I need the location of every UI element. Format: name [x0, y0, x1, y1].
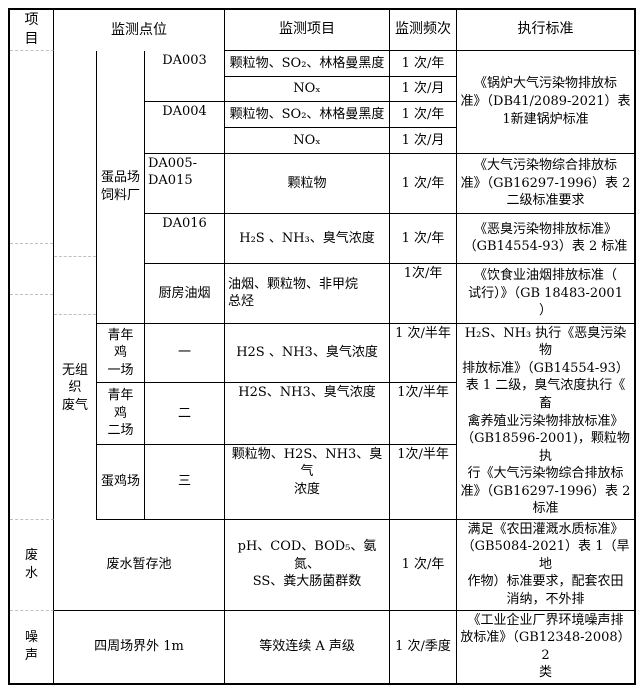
cell-fugitive-gas: 无组 织 废气 [54, 323, 97, 520]
cell-freq-kitchen: 1次/年 [390, 263, 458, 324]
cell-standard-air-comprehensive: 《大气污染物综合排放标 准》（GB16297-1996）表 2 二级标准要求 [457, 154, 635, 214]
col-header-items: 监测项目 [225, 10, 391, 51]
cell-items-wastewater: pH、COD、BOD₅、氨氮、 SS、粪大肠菌群数 [225, 519, 391, 611]
cell-standard-kitchen-fume: 《饮食业油烟排放标准（ 试行）》（GB 18483-2001 ） [457, 264, 635, 324]
col-header-standard: 执行标准 [457, 10, 635, 51]
cell-site-young-farm2: 青年 鸡 二场 [97, 383, 145, 445]
cell-items-da003: 颗粒物、SO₂、林格曼黑度 [225, 50, 391, 77]
cell-freq-da005-da015: 1 次/年 [390, 153, 458, 214]
cell-items-da003-nox: NOₓ [225, 76, 391, 102]
col-header-frequency: 监测频次 [390, 10, 458, 51]
gridline-dashed [10, 242, 53, 244]
col-header-location-label: 监测点位 [111, 21, 167, 38]
cell-point-layer-farm: 三 [145, 444, 226, 520]
cell-point-wastewater-pool: 废水暂存池 [54, 519, 226, 611]
cell-freq-young-farm2: 1次/半年 [390, 383, 458, 445]
cell-freq-da004-nox: 1 次/月 [390, 127, 458, 154]
cell-items-young-farm1: H2S 、NH3、臭气浓度 [225, 323, 391, 384]
cell-site-young-farm1: 青年 鸡 一场 [97, 323, 145, 384]
cell-freq-noise: 1 次/季度 [390, 610, 458, 683]
cell-items-layer-farm: 颗粒物、H2S、NH3、臭气 浓度 [225, 444, 391, 520]
cell-items-kitchen: 油烟、颗粒物、非甲烷 总烃 [225, 263, 391, 324]
cell-items-da016: H₂S 、NH₃、臭气浓度 [225, 213, 391, 264]
cell-standard-noise: 《工业企业厂界环境噪声排 放标准》（GB12348-2008）2 类 [460, 612, 631, 681]
cell-items-da004-nox: NOₓ [225, 127, 391, 154]
monitoring-table: 项 目 监测点位 监测项目 监测频次 执行标准 蛋品场 饲料厂 DA003 颗粒… [8, 8, 637, 685]
cell-point-young-farm1: 一 [145, 323, 226, 384]
cell-point-da016: DA016 [145, 213, 226, 264]
cell-freq-da003: 1 次/年 [390, 50, 458, 77]
cell-freq-wastewater: 1 次/年 [390, 519, 458, 611]
cell-freq-da004: 1 次/年 [390, 101, 458, 128]
cell-point-kitchen: 厨房油烟 [145, 263, 226, 324]
cell-standard-poultry: H₂S、NH₃ 执行《恶臭污染物 排放标准》（GB14554-93） 表 1 二… [457, 324, 635, 520]
cell-freq-layer-farm: 1次/半年 [390, 444, 458, 520]
gridline-dashed [54, 313, 96, 315]
cell-standard-irrigation: 满足《农田灌溉水质标准》 （GB5084-2021）表 1（旱地 作物）标准要求… [457, 520, 635, 611]
col-header-project: 项 目 [10, 10, 54, 51]
cell-freq-da016: 1 次/年 [390, 213, 458, 264]
cell-standard-odor: 《恶臭污染物排放标准》 （GB14554-93）表 2 标准 [457, 214, 635, 264]
gridline-dashed [54, 255, 96, 257]
cell-egg-feed-farm: 蛋品场 饲料厂 [97, 50, 145, 324]
cell-point-young-farm2: 二 [145, 383, 226, 445]
cell-organized-gas-empty [54, 50, 97, 324]
cell-standard-boiler: 《锅炉大气污染物排放标 准》（DB41/2089-2021）表 1新建锅炉标准 [457, 51, 635, 154]
cell-freq-da003-nox: 1 次/月 [390, 76, 458, 102]
cell-items-da005-da015: 颗粒物 [225, 153, 391, 214]
cell-items-young-farm2: H2S、NH3、臭气浓度 [225, 383, 391, 445]
cell-point-da003: DA003 [145, 50, 226, 102]
gridline-dashed [10, 293, 53, 295]
project-cell-waste-gas [10, 50, 54, 520]
document-page: 项 目 监测点位 监测项目 监测频次 执行标准 蛋品场 饲料厂 DA003 颗粒… [8, 8, 637, 685]
project-cell-wastewater: 废 水 [10, 519, 54, 611]
cell-items-noise: 等效连续 A 声级 [225, 610, 391, 683]
cell-items-da004: 颗粒物、SO₂、林格曼黑度 [225, 101, 391, 128]
cell-site-layer-farm: 蛋鸡场 [97, 444, 145, 520]
cell-point-da004: DA004 [145, 101, 226, 154]
cell-point-noise-boundary: 四周场界外 1m [54, 610, 226, 683]
cell-freq-young-farm1: 1 次/半年 [390, 323, 458, 384]
cell-point-da005-da015: DA005- DA015 [145, 153, 226, 214]
project-cell-noise: 噪 声 [10, 610, 54, 683]
col-header-location: 监测点位 [54, 10, 226, 51]
